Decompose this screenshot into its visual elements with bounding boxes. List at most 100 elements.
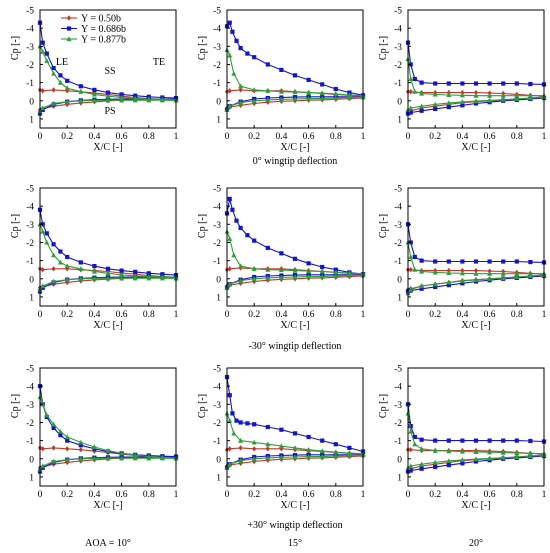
data-point-0877-upper (265, 88, 271, 93)
y-tick-label: 0 (216, 275, 221, 285)
series-line-0686-upper (226, 377, 364, 453)
data-point-0877-lower (487, 455, 493, 461)
data-point-0877-lower (78, 276, 84, 281)
data-point-0877-lower (51, 100, 57, 106)
data-point-050-upper (227, 266, 232, 272)
x-tick-label: 0.4 (88, 310, 100, 320)
x-axis-label: X/C [-] (93, 500, 122, 511)
series-line-0877-upper (226, 49, 364, 97)
legend-marker (66, 15, 72, 21)
data-point-0877-upper (408, 254, 414, 260)
x-tick-label: 0.4 (88, 490, 100, 500)
y-tick-label: 0 (29, 275, 34, 285)
data-point-0877-lower (146, 97, 152, 103)
data-point-0877-upper (44, 412, 50, 418)
plot-frame (407, 187, 545, 307)
data-point-0877-upper (446, 92, 452, 98)
data-point-0877-lower (91, 275, 97, 281)
x-tick-label: 0.6 (484, 490, 496, 500)
data-point-0877-upper (487, 270, 493, 276)
data-point-0877-lower (514, 274, 520, 280)
data-point-0877-lower (319, 95, 325, 101)
y-axis-label: Cp [-] (197, 394, 208, 418)
data-point-0686-upper (292, 431, 298, 436)
data-point-050-upper (460, 89, 465, 96)
legend-marker (66, 36, 72, 42)
y-tick-label: 0 (29, 455, 34, 465)
x-tick-label: 0 (38, 310, 43, 320)
data-point-0686-lower (460, 461, 465, 466)
x-tick-label: 0.8 (143, 132, 155, 142)
x-tick-label: 0.6 (303, 490, 315, 500)
row-caption: 0° wingtip deflection (253, 156, 338, 167)
data-point-0877-lower (432, 101, 438, 107)
data-point-0877-upper (459, 92, 465, 98)
data-point-0877-upper (432, 269, 438, 275)
y-tick-label: -1 (213, 437, 221, 447)
data-point-0686-upper (320, 264, 325, 270)
data-point-0877-lower (527, 273, 533, 279)
data-point-0877-upper (278, 88, 284, 94)
data-point-0877-lower (159, 275, 165, 281)
data-point-050-upper (279, 446, 284, 452)
series-line-0686-upper (407, 224, 545, 263)
data-point-0877-upper (91, 91, 97, 97)
data-point-0686-upper (433, 438, 438, 443)
x-tick-label: 0 (225, 310, 230, 320)
data-point-0686-upper (51, 242, 56, 247)
data-point-0686-upper (446, 438, 451, 443)
y-tick-label: -5 (213, 185, 221, 195)
data-point-0686-upper (105, 90, 111, 95)
y-tick-label: 1 (216, 115, 221, 125)
data-point-0877-lower (227, 281, 233, 287)
x-tick-label: 0 (38, 490, 43, 500)
data-point-0686-upper (460, 81, 465, 86)
data-point-0877-upper (319, 90, 325, 96)
column-caption: 15° (288, 538, 302, 549)
data-point-0877-lower (91, 97, 97, 103)
data-point-0686-upper (292, 256, 298, 261)
data-point-0686-upper (487, 438, 492, 443)
data-point-0686-upper (473, 81, 479, 86)
y-tick-label: 0 (216, 97, 221, 107)
data-point-0877-upper (514, 270, 520, 276)
data-point-0877-upper (105, 270, 111, 276)
x-axis-label: X/C [-] (461, 142, 490, 153)
data-point-0686-lower (433, 284, 438, 290)
data-point-0877-upper (227, 417, 233, 423)
data-point-0877-lower (78, 456, 84, 461)
data-point-0877-upper (57, 428, 63, 434)
y-tick-label: 1 (397, 473, 402, 483)
data-point-0686-upper (306, 77, 311, 82)
series-line-0686-upper (39, 209, 177, 276)
data-point-0877-lower (119, 275, 125, 281)
data-point-0686-upper (51, 65, 56, 71)
data-point-0877-lower (306, 453, 312, 459)
y-tick-label: -3 (213, 43, 221, 53)
data-point-0877-lower (419, 103, 425, 109)
data-point-0686-upper (234, 418, 239, 423)
data-point-0877-upper (57, 259, 63, 265)
x-axis-label: X/C [-] (461, 320, 490, 331)
x-axis-label: X/C [-] (461, 500, 490, 511)
y-axis-label: Cp [-] (378, 394, 389, 418)
data-point-0686-upper (501, 438, 506, 443)
data-point-0877-lower (432, 459, 438, 465)
y-tick-label: -5 (213, 365, 221, 375)
data-point-0686-upper (528, 259, 533, 265)
data-point-0877-upper (78, 88, 84, 94)
data-point-0686-upper (65, 254, 70, 260)
data-point-0877-upper (292, 445, 298, 450)
data-point-0877-upper (251, 439, 257, 445)
data-point-0877-upper (459, 448, 465, 454)
data-point-050-upper (40, 88, 45, 94)
data-point-0686-upper (252, 422, 257, 427)
y-tick-label: -5 (26, 7, 34, 17)
data-point-0877-lower (51, 458, 57, 464)
y-tick-label: -2 (26, 239, 34, 249)
data-point-0877-upper (119, 450, 125, 456)
data-point-0686-upper (473, 259, 479, 264)
